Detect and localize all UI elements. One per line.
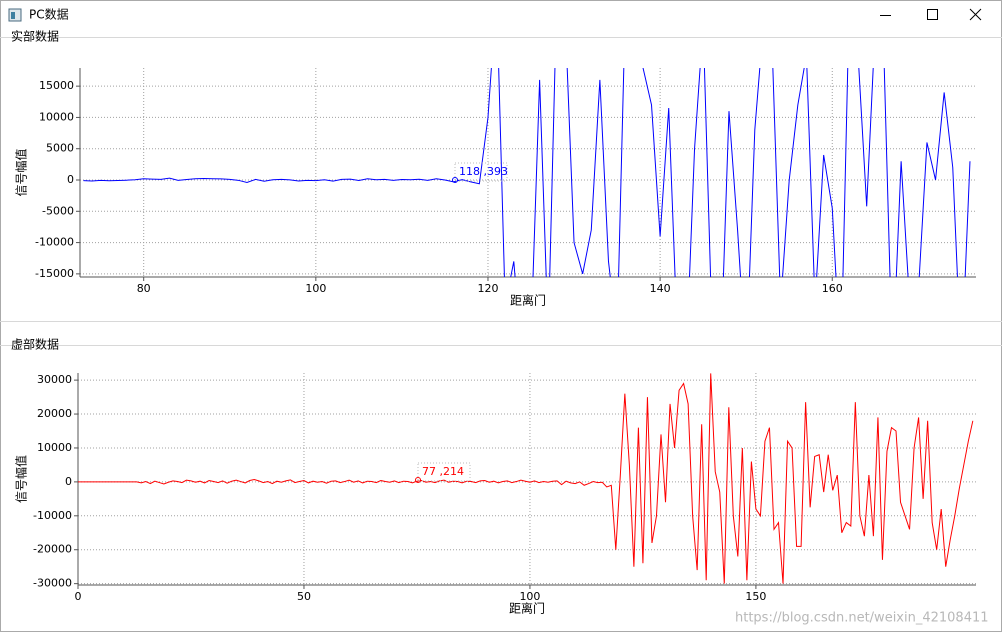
data-line [78,373,974,584]
x-tick-label: 80 [137,282,151,295]
y-tick-label: 30000 [37,373,72,386]
x-axis-label: 距离门 [509,601,545,616]
y-tick-label: -10000 [35,236,74,249]
annotation-box [454,162,508,182]
y-tick-label: 15000 [39,79,74,92]
x-tick-label: 100 [305,282,326,295]
annotation-marker [415,477,421,483]
x-tick-label: 160 [822,282,843,295]
y-tick-label: -15000 [35,267,74,280]
x-tick-label: 100 [519,590,540,603]
y-tick-label: 0 [67,173,74,186]
group-label: 实部数据 [11,29,59,44]
x-tick-label: 150 [745,590,766,603]
y-tick-label: -5000 [42,204,74,217]
y-tick-label: 10000 [39,110,74,123]
annotation: 77 ,214 [422,465,464,478]
y-tick-label: 20000 [37,407,72,420]
close-button[interactable] [969,8,982,21]
app-icon-inner [11,12,15,19]
window-title: PC数据 [29,7,69,22]
y-tick-label: 10000 [37,441,72,454]
x-axis-label: 距离门 [510,293,546,308]
y-tick-label: 0 [65,475,72,488]
maximize-button[interactable] [927,9,938,20]
x-tick-label: 0 [75,590,82,603]
y-tick-label: -30000 [33,577,72,590]
group-label: 虚部数据 [11,337,59,352]
data-line [83,68,971,277]
watermark: https://blog.csdn.net/weixin_42108411 [735,611,989,626]
x-tick-label: 140 [650,282,671,295]
annotation-marker [452,177,458,183]
x-tick-label: 50 [297,590,311,603]
y-tick-label: -20000 [33,543,72,556]
annotation: 118 ,393 [459,165,508,178]
y-axis-label: 信号幅值 [14,455,29,503]
y-axis-label: 信号幅值 [14,148,29,196]
annotation-box [417,462,471,482]
y-tick-label: 5000 [46,142,74,155]
y-tick-label: -10000 [33,509,72,522]
x-tick-label: 120 [477,282,498,295]
